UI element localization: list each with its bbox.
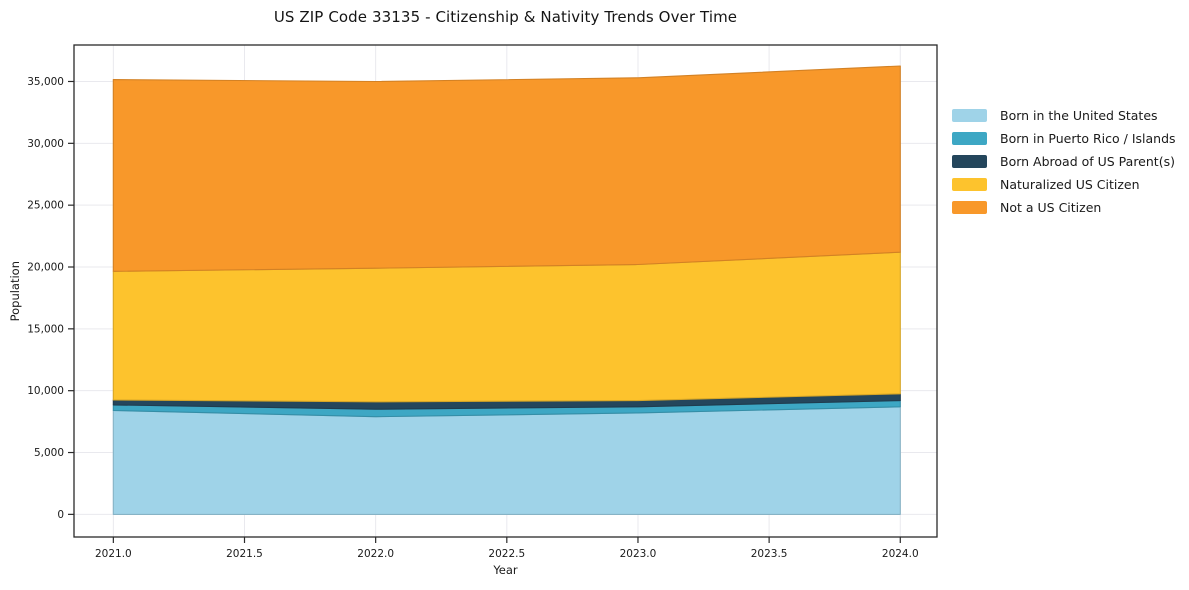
y-axis-label: Population <box>8 260 22 322</box>
y-tick-label: 10,000 <box>27 385 64 397</box>
y-tick-label: 5,000 <box>34 447 64 459</box>
y-tick-label: 25,000 <box>27 200 64 212</box>
x-tick-label: 2021.0 <box>95 548 132 560</box>
legend-swatch-icon <box>952 155 987 168</box>
y-tick-label: 0 <box>57 509 64 521</box>
legend: Born in the United States Born in Puerto … <box>952 109 1176 214</box>
x-tick-label: 2022.0 <box>357 548 394 560</box>
area-born-in-the-united-states <box>112 406 901 515</box>
legend-label: Born in the United States <box>1000 108 1158 123</box>
legend-item: Born Abroad of US Parent(s) <box>952 155 1176 168</box>
y-tick-label: 15,000 <box>27 323 64 335</box>
x-tick-label: 2023.0 <box>620 548 657 560</box>
plot-border <box>73 44 938 538</box>
legend-swatch-icon <box>952 178 987 191</box>
area-not-a-us-citizen <box>112 65 901 272</box>
legend-label: Not a US Citizen <box>1000 200 1102 215</box>
legend-label: Naturalized US Citizen <box>1000 177 1140 192</box>
area-naturalized-us-citizen <box>112 251 901 403</box>
chart-title: US ZIP Code 33135 - Citizenship & Nativi… <box>273 8 738 26</box>
y-axis-label-box: Population <box>2 45 28 537</box>
legend-label: Born in Puerto Rico / Islands <box>1000 131 1176 146</box>
x-tick-label: 2023.5 <box>751 548 788 560</box>
y-tick-label: 35,000 <box>27 76 64 88</box>
x-tick-label: 2021.5 <box>226 548 263 560</box>
legend-swatch-icon <box>952 132 987 145</box>
x-tick-label: 2022.5 <box>488 548 525 560</box>
x-tick-label: 2024.0 <box>882 548 919 560</box>
legend-swatch-icon <box>952 109 987 122</box>
x-axis-label: Year <box>493 563 518 577</box>
legend-item: Naturalized US Citizen <box>952 178 1176 191</box>
legend-label: Born Abroad of US Parent(s) <box>1000 154 1175 169</box>
legend-item: Born in the United States <box>952 109 1176 122</box>
y-tick-label: 20,000 <box>27 262 64 274</box>
legend-swatch-icon <box>952 201 987 214</box>
legend-item: Born in Puerto Rico / Islands <box>952 132 1176 145</box>
y-tick-label: 30,000 <box>27 138 64 150</box>
legend-item: Not a US Citizen <box>952 201 1176 214</box>
